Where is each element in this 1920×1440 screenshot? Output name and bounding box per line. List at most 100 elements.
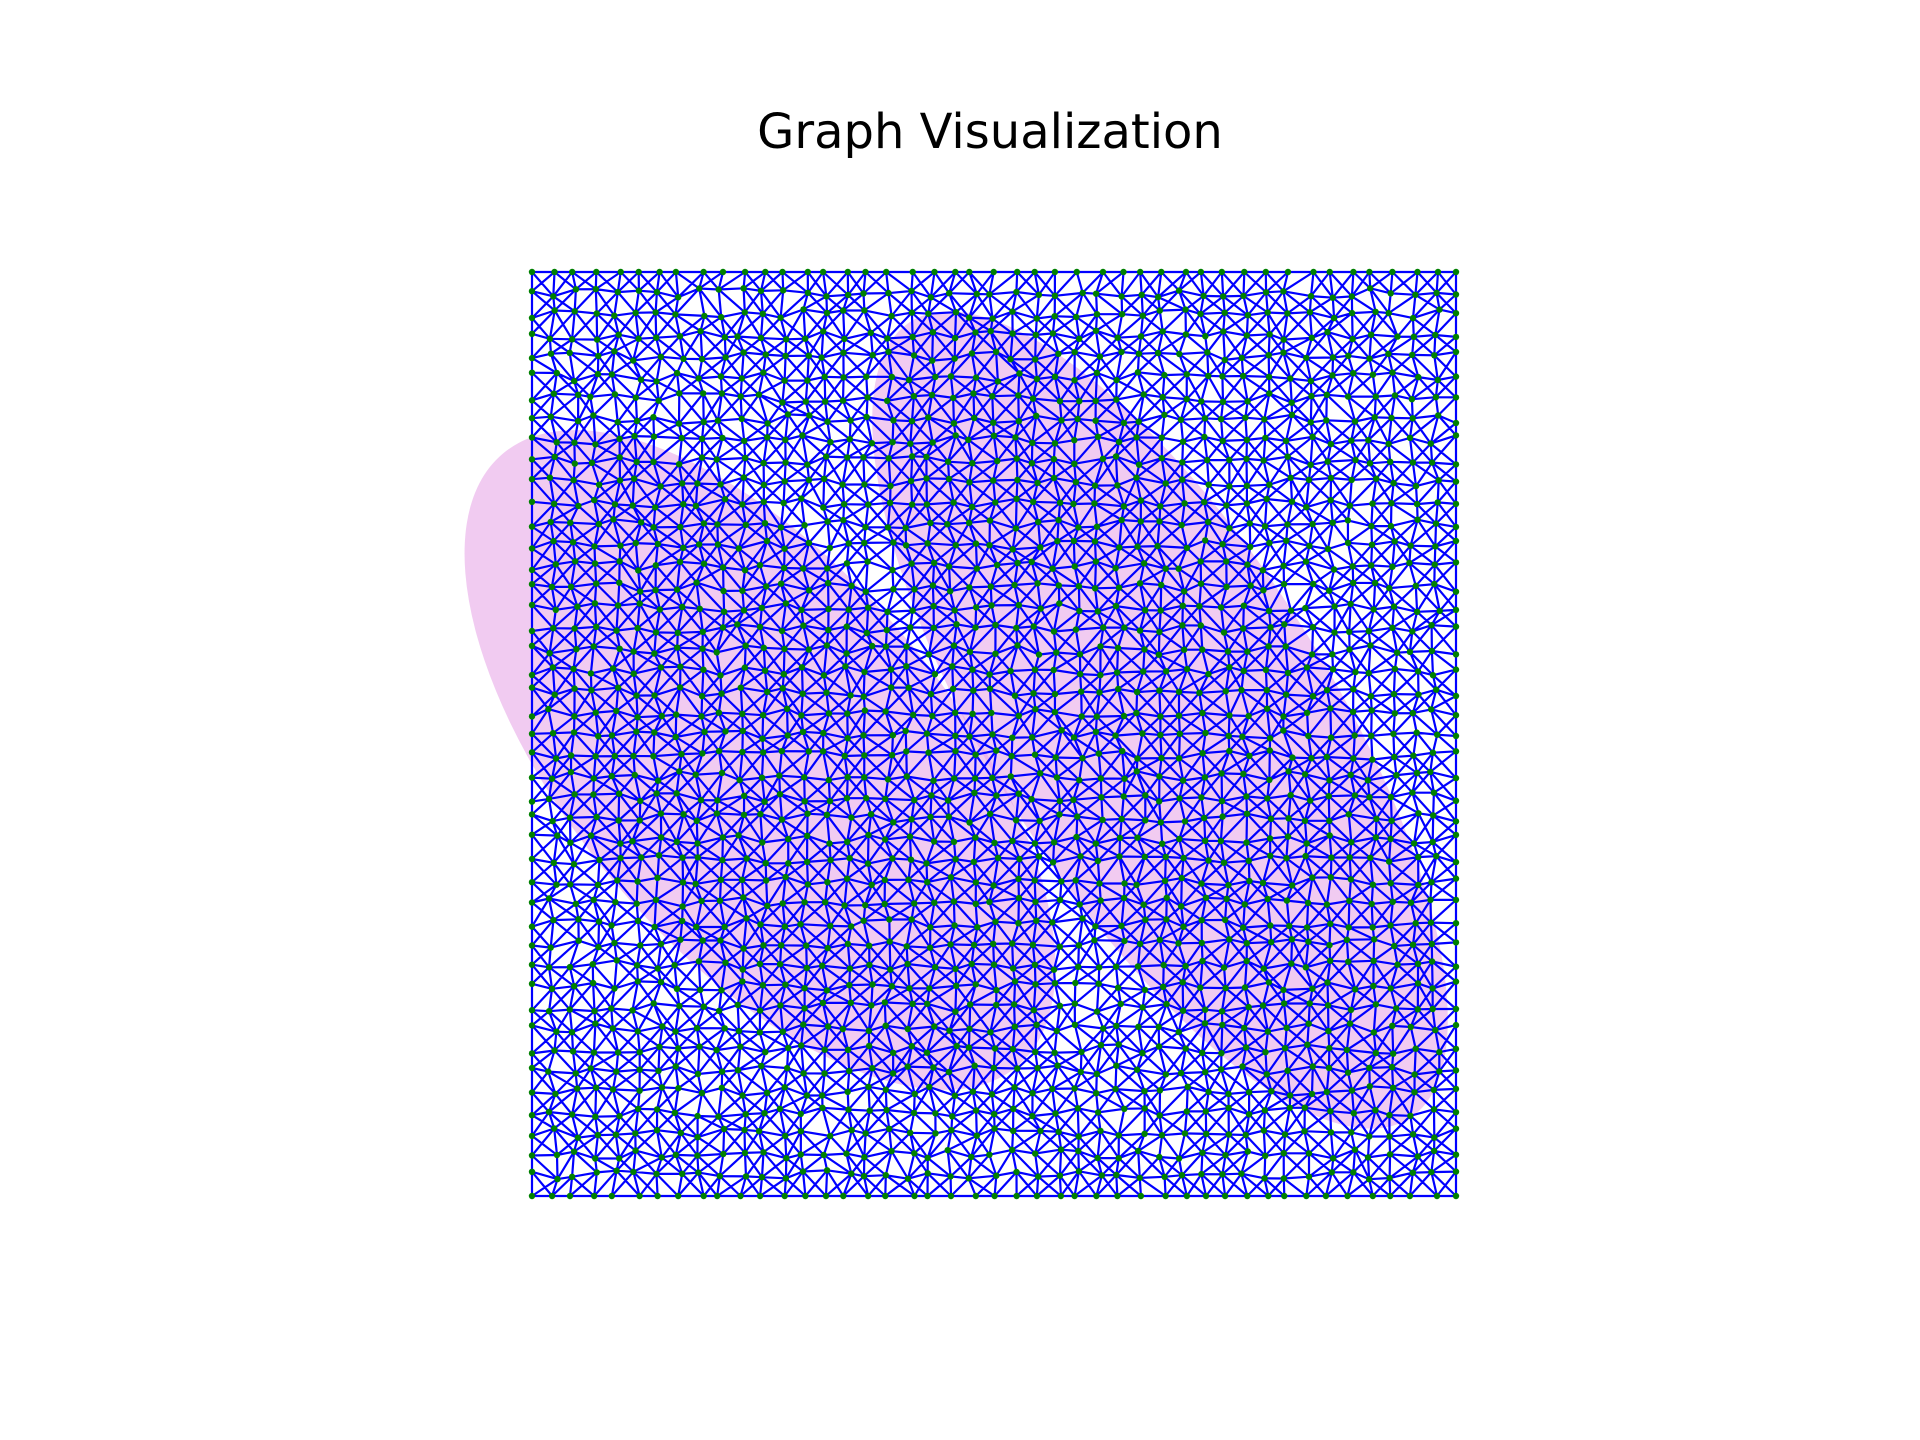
graph-node bbox=[864, 860, 872, 867]
graph-node bbox=[1113, 1062, 1120, 1069]
graph-node bbox=[1099, 268, 1107, 276]
graph-node bbox=[1226, 936, 1233, 943]
graph-node bbox=[1098, 794, 1105, 801]
graph-node bbox=[550, 625, 557, 632]
graph-node bbox=[1323, 901, 1331, 908]
graph-node bbox=[528, 1089, 536, 1096]
graph-node bbox=[548, 583, 556, 591]
graph-node bbox=[1266, 331, 1273, 338]
graph-node bbox=[1074, 813, 1081, 820]
graph-node bbox=[905, 876, 912, 883]
graph-node bbox=[653, 334, 660, 341]
graph-node bbox=[1432, 543, 1439, 550]
graph-node bbox=[844, 735, 851, 742]
graph-node bbox=[575, 502, 582, 510]
graph-node bbox=[950, 394, 957, 402]
graph-node bbox=[1016, 370, 1023, 377]
graph-node bbox=[720, 587, 727, 595]
graph-node bbox=[1015, 418, 1022, 425]
graph-node bbox=[1136, 940, 1144, 948]
graph-node bbox=[1205, 857, 1212, 864]
graph-node bbox=[671, 1109, 678, 1117]
graph-node bbox=[716, 897, 724, 904]
graph-node bbox=[547, 518, 554, 526]
graph-node bbox=[698, 355, 706, 363]
graph-node bbox=[1413, 769, 1421, 777]
graph-node bbox=[1287, 375, 1294, 382]
graph-node bbox=[1429, 1005, 1436, 1013]
graph-node bbox=[677, 1129, 684, 1137]
graph-node bbox=[653, 1170, 660, 1178]
graph-node bbox=[1075, 524, 1082, 531]
graph-node bbox=[1203, 1130, 1210, 1138]
graph-node bbox=[528, 1022, 536, 1029]
graph-node bbox=[1097, 671, 1104, 679]
graph-node bbox=[651, 650, 658, 657]
graph-node bbox=[1050, 455, 1058, 463]
graph-node bbox=[990, 940, 997, 948]
graph-node bbox=[1120, 268, 1127, 276]
graph-node bbox=[1369, 924, 1376, 931]
graph-node bbox=[593, 580, 600, 587]
graph-node bbox=[633, 692, 640, 699]
graph-node bbox=[776, 791, 784, 798]
graph-node bbox=[1367, 642, 1374, 649]
graph-node bbox=[673, 711, 680, 718]
graph-node bbox=[590, 643, 597, 650]
graph-node bbox=[741, 437, 748, 445]
graph-node bbox=[1240, 602, 1248, 609]
graph-node bbox=[1155, 1023, 1162, 1031]
graph-node bbox=[1284, 453, 1291, 460]
graph-node bbox=[839, 397, 847, 404]
graph-node bbox=[947, 1173, 954, 1180]
graph-node bbox=[1182, 268, 1190, 276]
graph-node bbox=[545, 705, 552, 713]
graph-node bbox=[608, 772, 615, 780]
graph-node bbox=[1307, 292, 1315, 300]
graph-node bbox=[655, 1067, 662, 1075]
graph-node bbox=[1218, 1050, 1225, 1057]
graph-node bbox=[566, 814, 574, 821]
graph-node bbox=[1163, 1000, 1170, 1008]
graph-node bbox=[1310, 580, 1317, 588]
graph-node bbox=[1181, 588, 1188, 595]
graph-node bbox=[782, 352, 789, 360]
graph-node bbox=[1325, 793, 1333, 800]
graph-node bbox=[1246, 752, 1253, 759]
graph-node bbox=[781, 923, 789, 930]
graph-node bbox=[994, 854, 1002, 862]
graph-node bbox=[1092, 558, 1100, 565]
graph-node bbox=[1162, 480, 1169, 487]
graph-node bbox=[1244, 398, 1251, 405]
graph-node bbox=[631, 432, 638, 440]
graph-node bbox=[930, 624, 937, 632]
graph-node bbox=[944, 458, 952, 465]
graph-node bbox=[1031, 666, 1039, 673]
graph-node bbox=[1053, 1027, 1061, 1035]
graph-node bbox=[1369, 500, 1376, 507]
graph-node bbox=[1366, 1176, 1373, 1183]
graph-node bbox=[991, 1045, 999, 1052]
graph-node bbox=[1288, 399, 1295, 406]
graph-node bbox=[1179, 1007, 1187, 1014]
graph-node bbox=[1178, 521, 1185, 529]
graph-node bbox=[907, 624, 914, 631]
graph-node bbox=[617, 840, 624, 847]
graph-node bbox=[714, 541, 722, 548]
graph-node bbox=[653, 378, 660, 385]
graph-node bbox=[1259, 1002, 1267, 1009]
graph-node bbox=[759, 735, 766, 742]
graph-node bbox=[1013, 288, 1020, 296]
graph-node bbox=[590, 412, 597, 419]
graph-node bbox=[889, 566, 896, 574]
graph-node bbox=[1136, 627, 1144, 634]
graph-node bbox=[1118, 348, 1125, 356]
graph-node bbox=[1116, 544, 1123, 551]
graph-node bbox=[635, 335, 642, 342]
graph-node bbox=[860, 917, 867, 924]
graph-node bbox=[924, 540, 931, 547]
graph-node bbox=[1204, 456, 1211, 464]
graph-node bbox=[1217, 416, 1225, 423]
graph-node bbox=[1282, 643, 1289, 650]
graph-node bbox=[1072, 877, 1079, 884]
